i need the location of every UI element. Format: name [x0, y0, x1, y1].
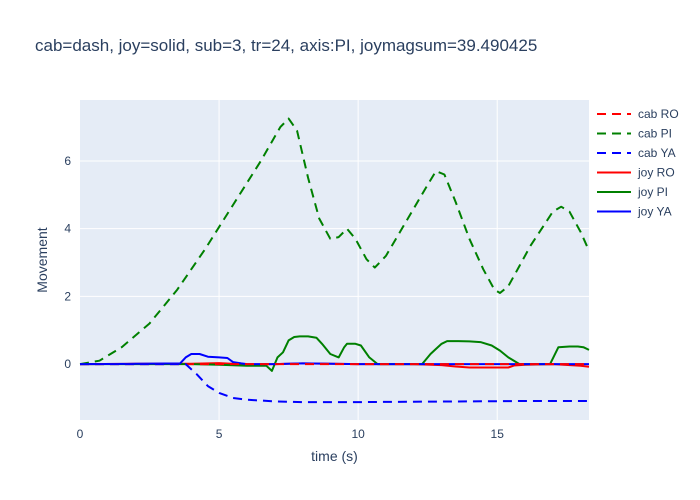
- legend-label: joy RO: [637, 166, 675, 180]
- y-tick-label: 2: [64, 289, 71, 303]
- y-tick-label: 0: [64, 357, 71, 371]
- y-tick-label: 4: [64, 222, 71, 236]
- x-tick-label: 0: [77, 427, 84, 441]
- x-axis-title: time (s): [311, 448, 358, 464]
- tick-labels: 0 5 10 15 0 2 4 6: [64, 154, 504, 441]
- y-axis-title: Movement: [34, 227, 50, 292]
- legend-label: cab YA: [638, 146, 676, 160]
- y-tick-label: 6: [64, 154, 71, 168]
- series-line-cab-ya: [80, 363, 589, 404]
- legend-label: cab PI: [638, 127, 672, 141]
- legend-label: joy PI: [637, 185, 668, 199]
- x-tick-label: 10: [351, 427, 365, 441]
- plot-area: [80, 100, 589, 420]
- legend-label: joy YA: [637, 205, 672, 219]
- x-tick-label: 15: [491, 427, 505, 441]
- x-tick-label: 5: [216, 427, 223, 441]
- legend-label: cab RO: [638, 107, 679, 121]
- legend: cab RO cab PI cab YA joy RO joy PI joy YA: [597, 107, 679, 219]
- series-line-cab-pi: [79, 117, 590, 366]
- chart-title: cab=dash, joy=solid, sub=3, tr=24, axis:…: [35, 36, 537, 55]
- series-lines: [79, 117, 590, 404]
